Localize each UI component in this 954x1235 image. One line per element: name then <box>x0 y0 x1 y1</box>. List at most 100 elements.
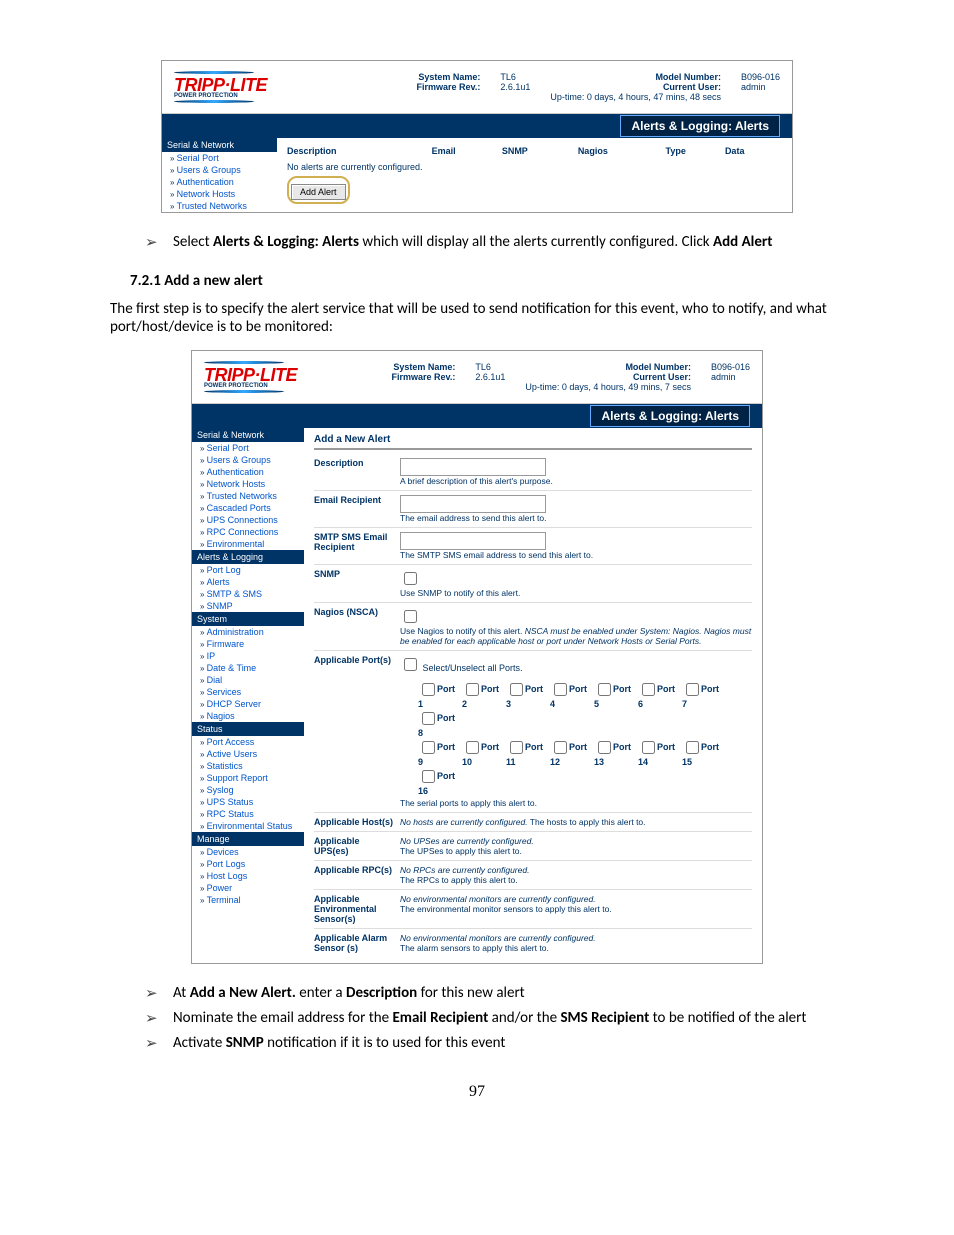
column-header: Description <box>287 144 432 158</box>
port-checkbox[interactable]: Port 7 <box>682 680 726 709</box>
port-checkbox[interactable]: Port 12 <box>550 738 594 767</box>
section-heading: 7.2.1 Add a new alert <box>130 272 844 290</box>
logo: TRIPP·LITE POWER PROTECTION <box>204 361 297 393</box>
sidebar-item[interactable]: Environmental Status <box>192 820 304 832</box>
sidebar-item[interactable]: Port Log <box>192 564 304 576</box>
port-checkbox[interactable]: Port 8 <box>418 709 462 738</box>
sidebar-item[interactable]: Network Hosts <box>192 478 304 490</box>
sms-recipient-label: SMTP SMS Email Recipient <box>314 532 394 560</box>
sidebar-item[interactable]: Cascaded Ports <box>192 502 304 514</box>
port-checkbox[interactable]: Port 10 <box>462 738 506 767</box>
no-alerts-text: No alerts are currently configured. <box>287 162 782 172</box>
applicable-ports-label: Applicable Port(s) <box>314 655 394 808</box>
column-header: Nagios <box>578 144 666 158</box>
snmp-checkbox[interactable] <box>404 572 417 585</box>
sidebar-item[interactable]: Syslog <box>192 784 304 796</box>
sidebar-section: Serial & Network <box>162 138 277 152</box>
description-input[interactable] <box>400 458 546 476</box>
sidebar-item[interactable]: Terminal <box>192 894 304 906</box>
port-checkbox[interactable]: Port 9 <box>418 738 462 767</box>
sidebar-item[interactable]: Serial Port <box>192 442 304 454</box>
dark-band: Alerts & Logging: Alerts <box>192 404 762 428</box>
applicable-upses-label: Applicable UPS(es) <box>314 836 394 856</box>
port-checkbox[interactable]: Port 4 <box>550 680 594 709</box>
applicable-hosts-label: Applicable Host(s) <box>314 817 394 827</box>
header: TRIPP·LITE POWER PROTECTION System Name:… <box>162 61 792 114</box>
port-checkbox[interactable]: Port 15 <box>682 738 726 767</box>
sidebar-item[interactable]: SNMP <box>192 600 304 612</box>
port-checkbox[interactable]: Port 11 <box>506 738 550 767</box>
sidebar-item[interactable]: UPS Connections <box>192 514 304 526</box>
header: TRIPP·LITE POWER PROTECTION System Name:… <box>192 351 762 404</box>
screenshot-add-alert: TRIPP·LITE POWER PROTECTION System Name:… <box>191 350 763 964</box>
sidebar-item[interactable]: Administration <box>192 626 304 638</box>
sidebar: Serial & Network Serial PortUsers & Grou… <box>162 138 277 212</box>
sidebar-item[interactable]: Trusted Networks <box>192 490 304 502</box>
sidebar-item[interactable]: Users & Groups <box>162 164 277 176</box>
content-area: DescriptionEmailSNMPNagiosTypeData No al… <box>277 138 792 212</box>
alerts-table: DescriptionEmailSNMPNagiosTypeData <box>287 144 782 158</box>
paragraph: The first step is to specify the alert s… <box>110 300 844 336</box>
port-checkbox[interactable]: Port 6 <box>638 680 682 709</box>
sidebar-item[interactable]: Statistics <box>192 760 304 772</box>
sidebar-item[interactable]: IP <box>192 650 304 662</box>
port-checkbox[interactable]: Port 2 <box>462 680 506 709</box>
sidebar-item[interactable]: Host Logs <box>192 870 304 882</box>
instruction: ➢Nominate the email address for the Emai… <box>145 1009 844 1028</box>
sidebar-item[interactable]: Support Report <box>192 772 304 784</box>
email-recipient-label: Email Recipient <box>314 495 394 523</box>
column-header: Data <box>725 144 782 158</box>
logo: TRIPP·LITE POWER PROTECTION <box>174 71 267 103</box>
sidebar-item[interactable]: Alerts <box>192 576 304 588</box>
sidebar-item[interactable]: Trusted Networks <box>162 200 277 212</box>
applicable-env-label: Applicable Environmental Sensor(s) <box>314 894 394 924</box>
sms-recipient-input[interactable] <box>400 532 546 550</box>
column-header: Type <box>666 144 725 158</box>
sidebar: Serial & NetworkSerial PortUsers & Group… <box>192 428 304 963</box>
sidebar-item[interactable]: Power <box>192 882 304 894</box>
sidebar-item[interactable]: Users & Groups <box>192 454 304 466</box>
sidebar-section: System <box>192 612 304 626</box>
sidebar-item[interactable]: Authentication <box>192 466 304 478</box>
nagios-checkbox[interactable] <box>404 610 417 623</box>
sidebar-item[interactable]: Firmware <box>192 638 304 650</box>
port-checkbox[interactable]: Port 16 <box>418 767 462 796</box>
sidebar-item[interactable]: Port Access <box>192 736 304 748</box>
email-recipient-input[interactable] <box>400 495 546 513</box>
instruction: ➢Activate SNMP notification if it is to … <box>145 1034 844 1053</box>
sidebar-item[interactable]: Date & Time <box>192 662 304 674</box>
sidebar-section: Alerts & Logging <box>192 550 304 564</box>
port-checkbox[interactable]: Port 13 <box>594 738 638 767</box>
sidebar-item[interactable]: SMTP & SMS <box>192 588 304 600</box>
sidebar-item[interactable]: Nagios <box>192 710 304 722</box>
sidebar-item[interactable]: Port Logs <box>192 858 304 870</box>
sidebar-section: Serial & Network <box>192 428 304 442</box>
screenshot-alerts-list: TRIPP·LITE POWER PROTECTION System Name:… <box>161 60 793 213</box>
sidebar-item[interactable]: Network Hosts <box>162 188 277 200</box>
instruction: ➢At Add a New Alert. enter a Description… <box>145 984 844 1003</box>
port-checkbox[interactable]: Port 5 <box>594 680 638 709</box>
sidebar-item[interactable]: DHCP Server <box>192 698 304 710</box>
add-alert-button[interactable]: Add Alert <box>291 184 346 200</box>
port-checkbox[interactable]: Port 1 <box>418 680 462 709</box>
sidebar-item[interactable]: Serial Port <box>162 152 277 164</box>
content-area: Add a New Alert Description A brief desc… <box>304 428 762 963</box>
snmp-label: SNMP <box>314 569 394 598</box>
port-checkbox[interactable]: Port 3 <box>506 680 550 709</box>
sidebar-item[interactable]: Dial <box>192 674 304 686</box>
sidebar-item[interactable]: RPC Status <box>192 808 304 820</box>
sidebar-item[interactable]: Devices <box>192 846 304 858</box>
select-all-ports-checkbox[interactable] <box>404 658 417 671</box>
nagios-label: Nagios (NSCA) <box>314 607 394 646</box>
breadcrumb-banner: Alerts & Logging: Alerts <box>590 405 750 427</box>
sidebar-item[interactable]: RPC Connections <box>192 526 304 538</box>
port-checkbox[interactable]: Port 14 <box>638 738 682 767</box>
sidebar-item[interactable]: UPS Status <box>192 796 304 808</box>
applicable-rpcs-label: Applicable RPC(s) <box>314 865 394 885</box>
sidebar-item[interactable]: Services <box>192 686 304 698</box>
sidebar-item[interactable]: Authentication <box>162 176 277 188</box>
form-title: Add a New Alert <box>314 434 752 450</box>
sidebar-item[interactable]: Environmental <box>192 538 304 550</box>
system-info: System Name: Firmware Rev.: TL6 2.6.1u1 … <box>416 72 780 102</box>
sidebar-item[interactable]: Active Users <box>192 748 304 760</box>
